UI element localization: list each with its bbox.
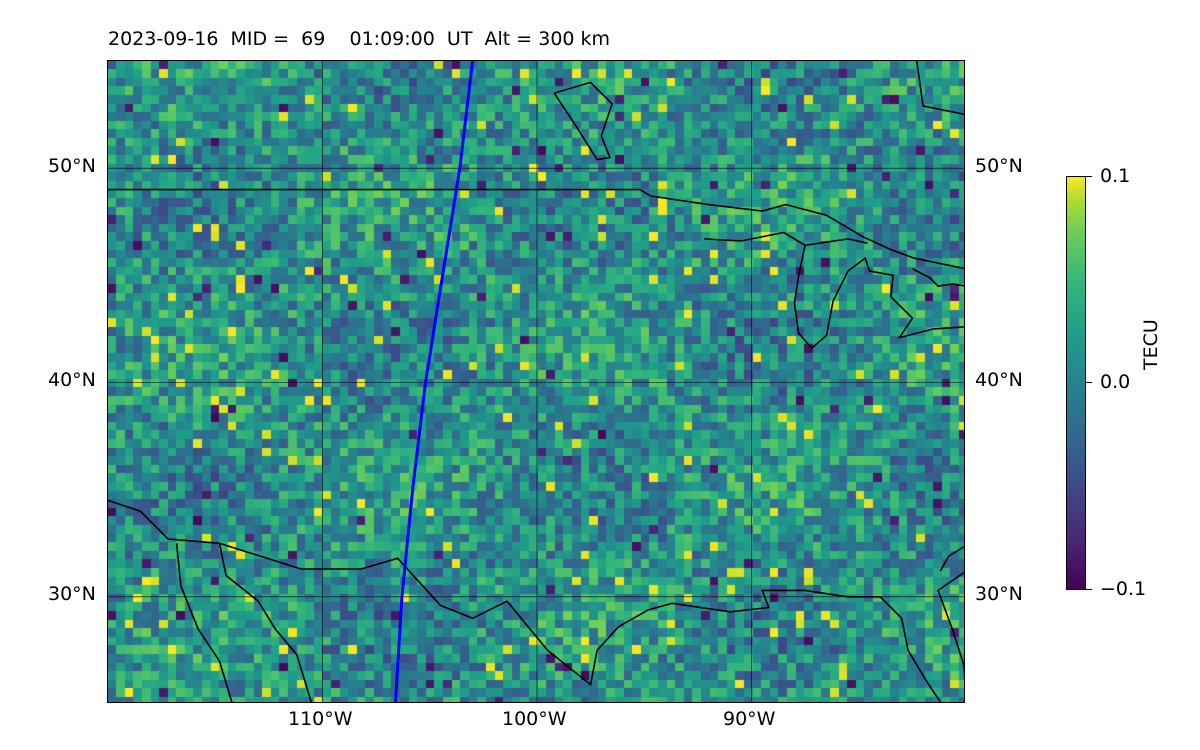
lat-label-left-30: 30°N (48, 583, 96, 605)
coastline (793, 245, 964, 350)
coastline (108, 499, 941, 702)
lon-label-90w: 90°W (723, 708, 776, 730)
map-title: 2023-09-16 MID = 69 01:09:00 UT Alt = 30… (108, 28, 611, 50)
coastline (553, 81, 614, 161)
lat-label-right-40: 40°N (975, 369, 1023, 391)
map-overlay (108, 61, 964, 702)
tec-map[interactable] (107, 60, 965, 703)
graticule (108, 61, 964, 702)
coastline (218, 543, 313, 702)
lat-label-right-30: 30°N (975, 583, 1023, 605)
colorbar-label-min: −0.1 (1100, 578, 1147, 600)
coastline (175, 543, 233, 702)
colorbar-tick-zero (1086, 382, 1092, 383)
coastline (915, 61, 964, 116)
colorbar-label-max: 0.1 (1100, 165, 1131, 187)
coastline (937, 571, 964, 681)
coastline (108, 188, 964, 270)
coastline (912, 268, 964, 287)
lon-label-110w: 110°W (288, 708, 353, 730)
lat-label-right-50: 50°N (975, 155, 1023, 177)
lon-label-100w: 100°W (502, 708, 567, 730)
satellite-track (394, 61, 475, 702)
colorbar (1066, 176, 1086, 590)
colorbar-tick-min (1086, 589, 1092, 590)
coastline (704, 231, 868, 247)
lat-label-left-50: 50°N (48, 155, 96, 177)
colorbar-tick-max (1086, 176, 1092, 177)
colorbar-title: TECU (1140, 319, 1162, 370)
coastlines (108, 61, 964, 702)
lat-label-left-40: 40°N (48, 369, 96, 391)
colorbar-label-zero: 0.0 (1100, 371, 1131, 393)
satellite-track-line (394, 61, 475, 702)
coastline (939, 545, 964, 572)
